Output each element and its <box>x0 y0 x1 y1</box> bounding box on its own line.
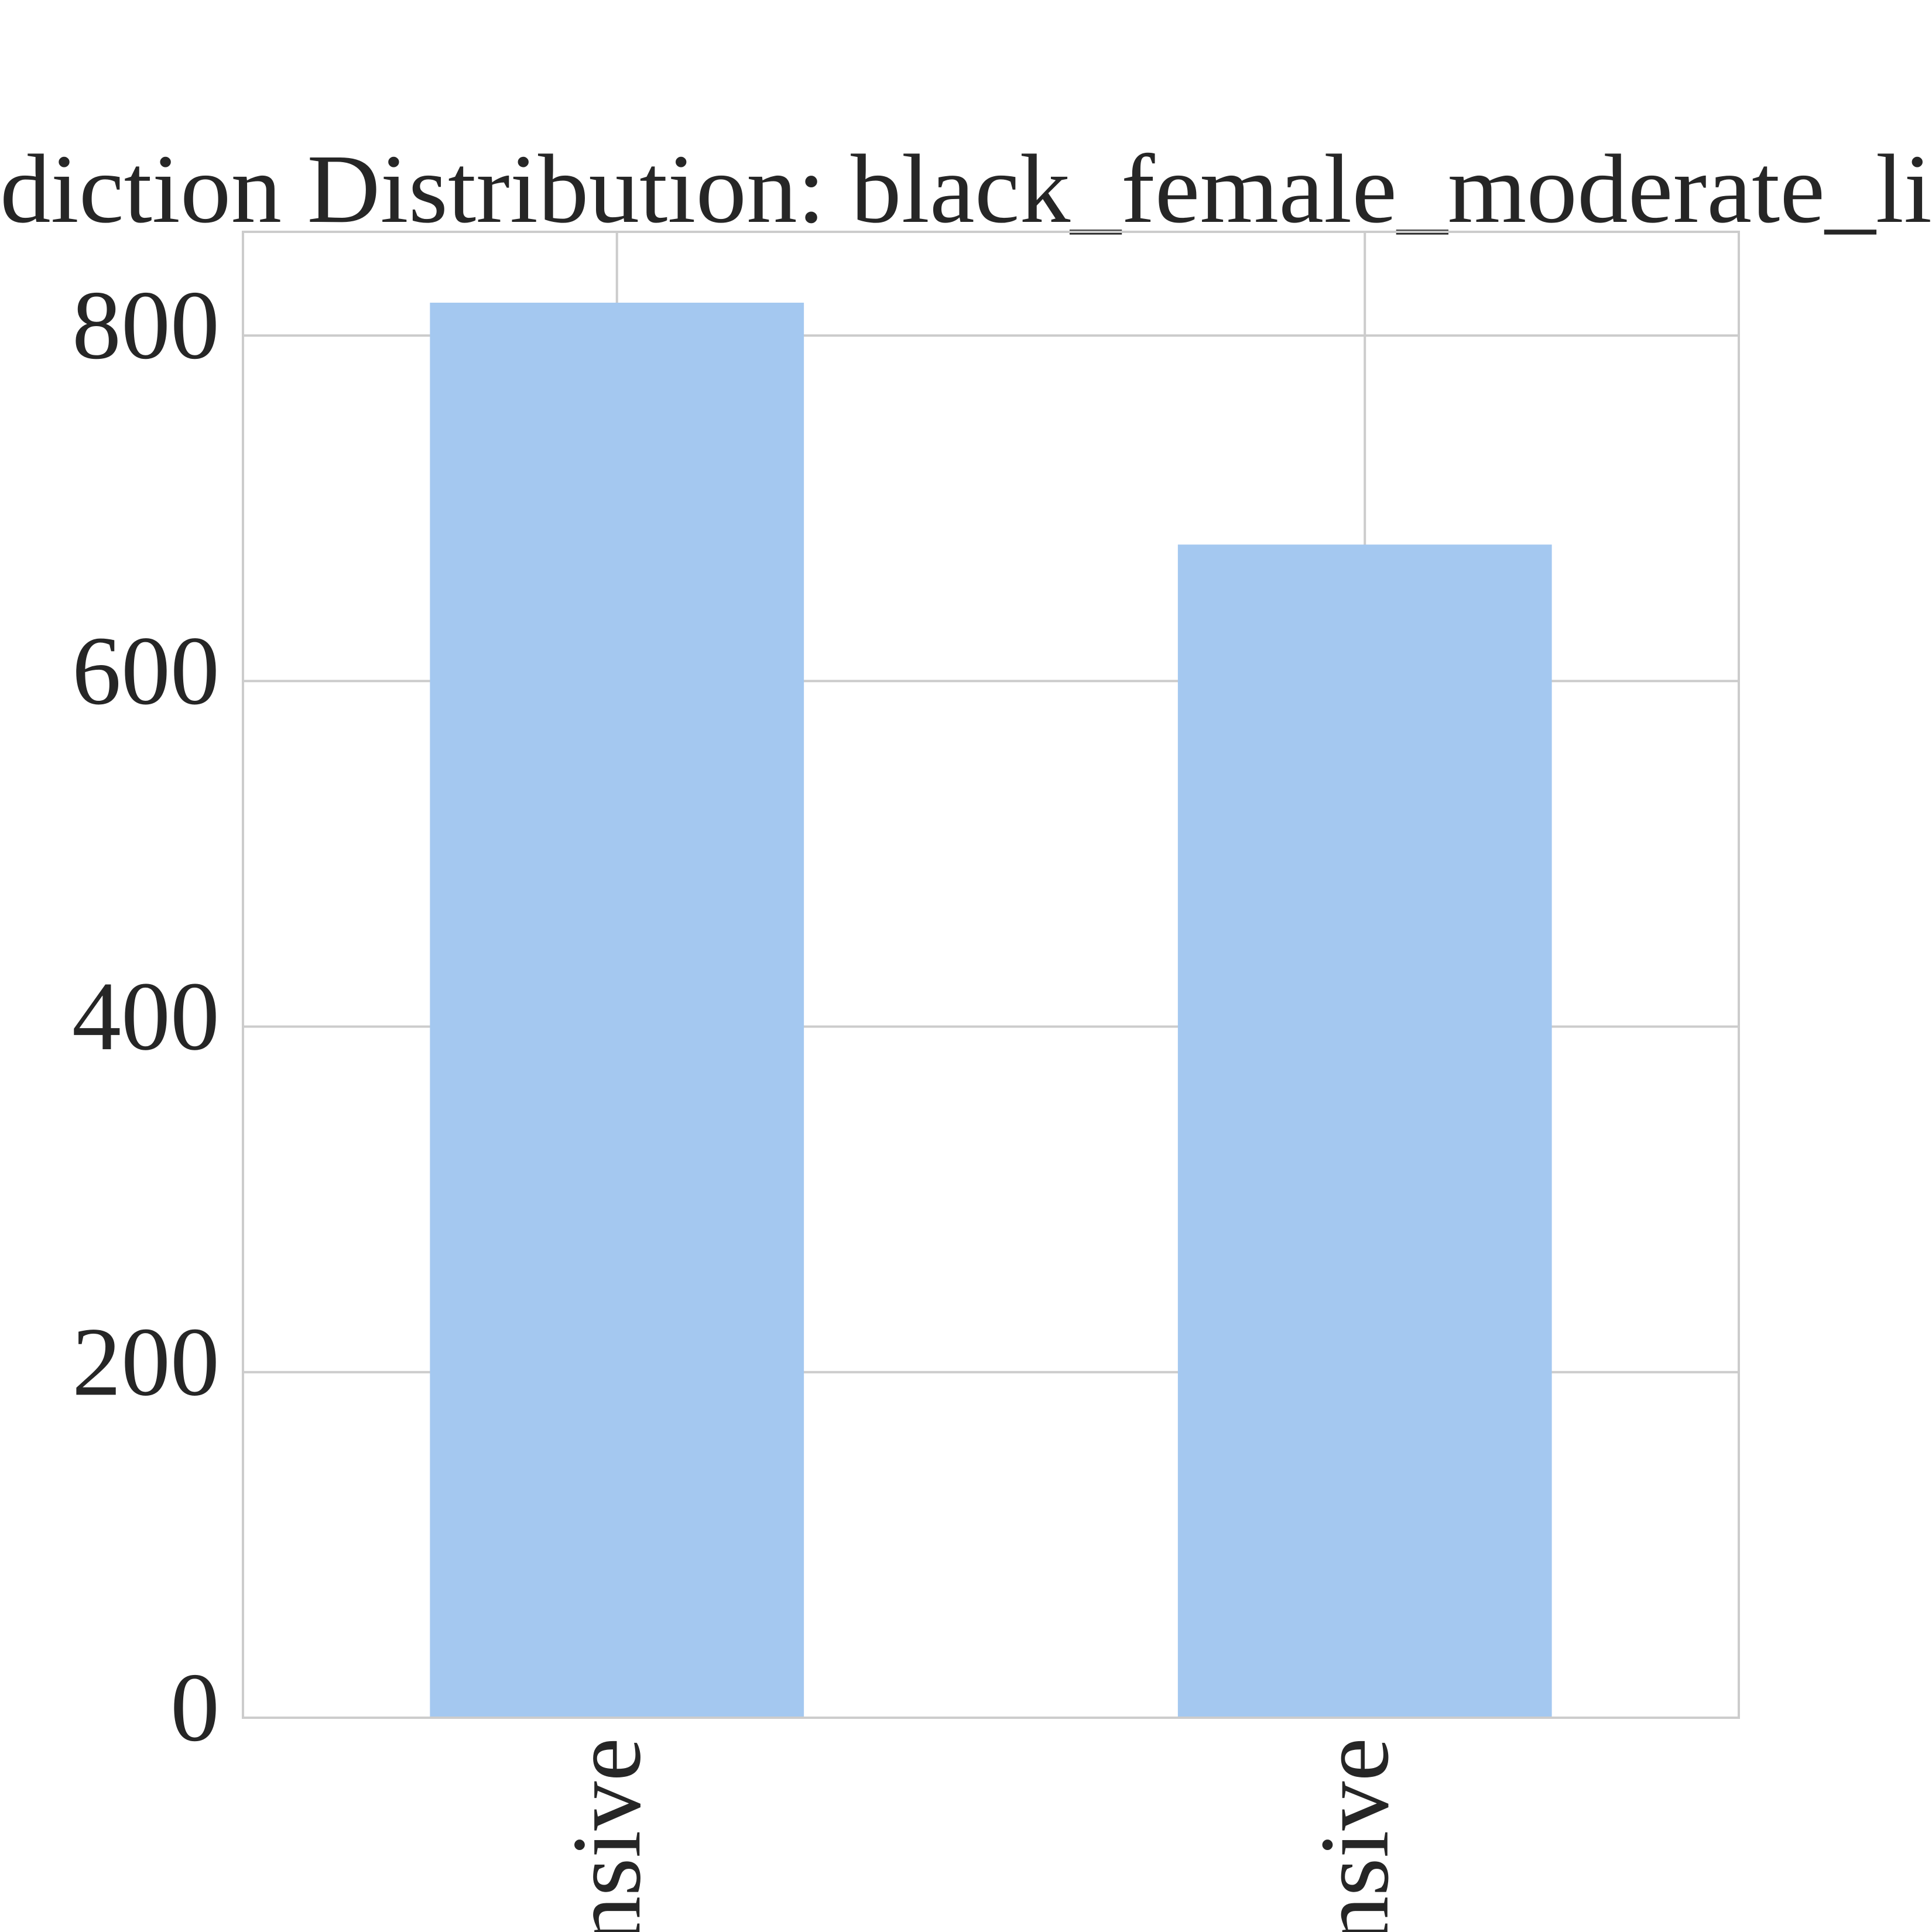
chart-title: diction Distribution: black_female_moder… <box>0 135 1932 244</box>
x-tick-label: nsive <box>552 1738 661 1932</box>
y-tick-label: 200 <box>72 1307 220 1416</box>
bar <box>1177 544 1552 1718</box>
x-tick-label: nsive <box>1300 1738 1409 1932</box>
bar <box>430 302 804 1718</box>
y-tick-label: 600 <box>72 616 220 725</box>
y-tick-label: 0 <box>170 1653 220 1762</box>
y-tick-label: 400 <box>72 962 220 1071</box>
y-tick-label: 800 <box>72 271 220 380</box>
plot-frame <box>242 231 1740 1719</box>
